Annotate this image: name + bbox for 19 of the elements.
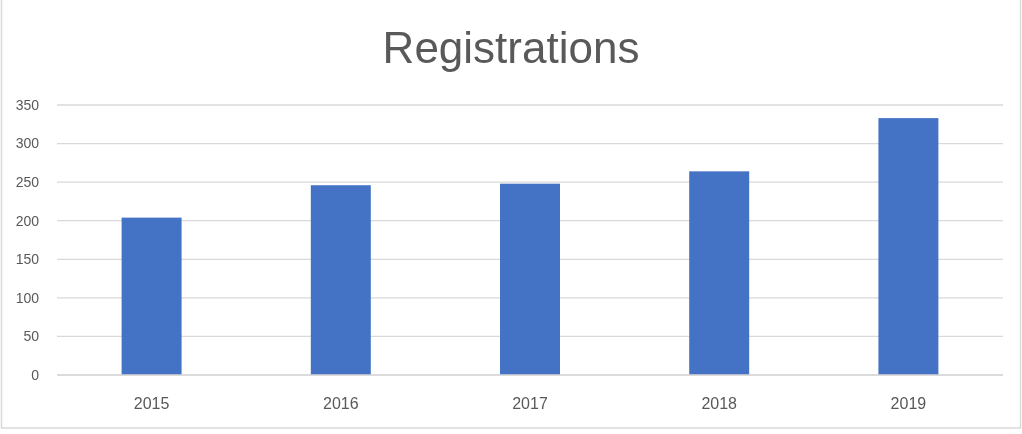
- y-tick-label: 200: [15, 212, 40, 229]
- y-tick-label: 50: [23, 328, 40, 345]
- bar: [689, 171, 750, 375]
- chart-title: Registrations: [382, 23, 640, 72]
- x-tick-label: 2017: [512, 394, 548, 412]
- y-tick-label: 100: [15, 289, 40, 306]
- x-tick-label: 2019: [890, 394, 927, 412]
- y-tick-label: 0: [31, 366, 40, 383]
- bar: [310, 185, 371, 375]
- bar: [878, 118, 939, 375]
- x-tick-label: 2016: [323, 394, 359, 412]
- y-tick-label: 300: [15, 135, 40, 152]
- bar: [500, 183, 560, 375]
- y-tick-label: 150: [15, 251, 40, 268]
- x-tick-label: 2015: [133, 394, 170, 412]
- y-tick-label: 250: [15, 174, 40, 191]
- y-tick-label: 350: [15, 96, 40, 113]
- x-tick-label: 2018: [701, 394, 738, 412]
- bar: [121, 217, 182, 375]
